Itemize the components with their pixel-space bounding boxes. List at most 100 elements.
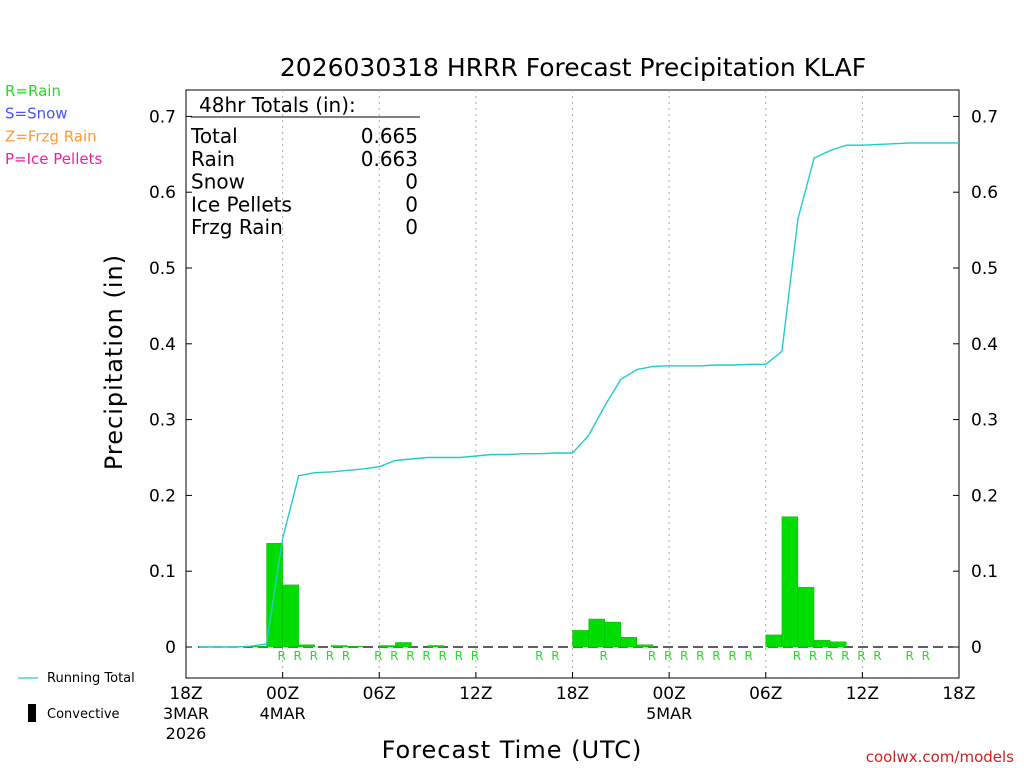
x-tick-label: 12Z <box>846 684 879 704</box>
y-tick-label: 0.6 <box>149 183 176 203</box>
ptype-marker: R <box>535 649 543 663</box>
y-axis-right: 0 0.1 0.2 0.3 0.4 0.5 0.6 0.7 <box>953 107 998 658</box>
ptype-marker: R <box>600 649 608 663</box>
y-axis-label: Precipitation (in) <box>100 254 128 470</box>
rain-bar <box>282 584 299 648</box>
y-axis-left: 0 0.1 0.2 0.3 0.4 0.5 0.6 0.7 <box>149 107 192 658</box>
y-tick-label: 0.3 <box>971 411 998 431</box>
running-total-line <box>198 142 959 648</box>
ptype-marker: R <box>809 649 817 663</box>
rain-bars <box>250 516 847 648</box>
x-tick-label: 12Z <box>459 684 492 704</box>
ptype-legend-item: S=Snow <box>5 105 68 123</box>
totals-box: 48hr Totals (in): Total 0.665 Rain 0.663 Sno… <box>190 93 420 239</box>
rain-bar <box>620 636 638 648</box>
totals-heading: 48hr Totals (in): <box>199 93 356 117</box>
ptype-marker: R <box>310 649 318 663</box>
chart-title: 2026030318 HRRR Forecast Precipitation K… <box>280 53 866 82</box>
rain-bar <box>830 641 847 648</box>
y-tick-label: 0.6 <box>971 183 998 203</box>
x-tick-date: 4MAR <box>260 704 306 723</box>
ptype-marker: R <box>374 649 382 663</box>
ptype-marker: R <box>744 649 752 663</box>
rain-bar <box>298 644 315 648</box>
y-tick-label: 0 <box>971 638 982 658</box>
rain-bar <box>797 586 815 648</box>
ptype-marker: R <box>906 649 914 663</box>
x-tick-year: 2026 <box>166 724 207 743</box>
ptype-marker: R <box>873 649 881 663</box>
ptype-marker: R <box>277 649 285 663</box>
x-tick-date: 5MAR <box>646 704 692 723</box>
rain-bar <box>636 644 654 648</box>
y-tick-label: 0.2 <box>971 486 998 506</box>
ptype-marker: R <box>825 649 833 663</box>
ptype-marker: R <box>696 649 704 663</box>
y-tick-label: 0.4 <box>971 335 998 355</box>
ptype-marker: R <box>922 649 930 663</box>
ptype-marker: R <box>728 649 736 663</box>
rain-bar <box>379 645 396 648</box>
rain-bar <box>346 646 364 648</box>
running-total-legend-label: Running Total <box>47 671 135 686</box>
ptype-marker: R <box>664 649 672 663</box>
y-tick-label: 0.1 <box>149 562 176 582</box>
x-tick-label: 06Z <box>363 684 396 704</box>
x-tick-label: 18Z <box>169 684 202 704</box>
grid-lines <box>282 90 863 678</box>
ptype-marker: R <box>342 649 350 663</box>
ptype-marker: R <box>793 649 801 663</box>
totals-row-value: 0 <box>405 215 418 239</box>
totals-row-label: Rain <box>191 147 235 171</box>
y-tick-label: 0.7 <box>149 107 176 127</box>
x-tick-label: 00Z <box>266 684 299 704</box>
x-axis-label: Forecast Time (UTC) <box>382 736 643 764</box>
ptype-legend-item: P=Ice Pellets <box>5 150 102 168</box>
x-tick-label: 00Z <box>652 684 685 704</box>
y-tick-label: 0.7 <box>971 107 998 127</box>
y-tick-label: 0.4 <box>149 335 176 355</box>
y-tick-label: 0.5 <box>971 259 998 279</box>
totals-row-value: 0 <box>405 170 418 194</box>
totals-row-label: Snow <box>191 170 245 194</box>
ptype-marker: R <box>294 649 302 663</box>
convective-legend-label: Convective <box>47 707 120 722</box>
ptype-marker: R <box>455 649 463 663</box>
x-tick-label: 18Z <box>556 684 589 704</box>
ptype-legend-item: R=Rain <box>5 82 61 100</box>
credit-text: coolwx.com/models <box>866 748 1014 766</box>
totals-row-value: 0.665 <box>361 124 418 148</box>
rain-bar <box>604 621 621 648</box>
ptype-legend-item: Z=Frzg Rain <box>5 127 97 145</box>
ptype-marker: R <box>841 649 849 663</box>
y-tick-label: 0.1 <box>971 562 998 582</box>
ptype-legend: R=Rain S=Snow Z=Frzg Rain P=Ice Pellets <box>5 82 102 168</box>
ptype-marker: R <box>390 649 398 663</box>
ptype-marker: R <box>326 649 334 663</box>
totals-row-value: 0 <box>405 192 418 216</box>
ptype-marker: R <box>422 649 430 663</box>
rain-bar <box>813 640 831 648</box>
y-tick-label: 0.3 <box>149 411 176 431</box>
y-tick-label: 0 <box>165 638 176 658</box>
y-tick-label: 0.2 <box>149 486 176 506</box>
convective-legend-swatch <box>28 704 36 722</box>
ptype-marker: R <box>857 649 865 663</box>
ptype-marker: R <box>406 649 414 663</box>
totals-row-label: Frzg Rain <box>191 215 283 239</box>
ptype-marker: R <box>438 649 446 663</box>
ptype-marker: R <box>712 649 720 663</box>
rain-bar <box>427 645 444 648</box>
rain-bar <box>781 516 799 648</box>
x-tick-date: 3MAR <box>163 704 209 723</box>
x-tick-label: 18Z <box>942 684 975 704</box>
rain-bar <box>765 634 783 648</box>
totals-row-label: Total <box>190 124 238 148</box>
y-tick-label: 0.5 <box>149 259 176 279</box>
totals-row-value: 0.663 <box>361 147 418 171</box>
rain-bar <box>588 618 605 648</box>
totals-row-label: Ice Pellets <box>191 192 292 216</box>
